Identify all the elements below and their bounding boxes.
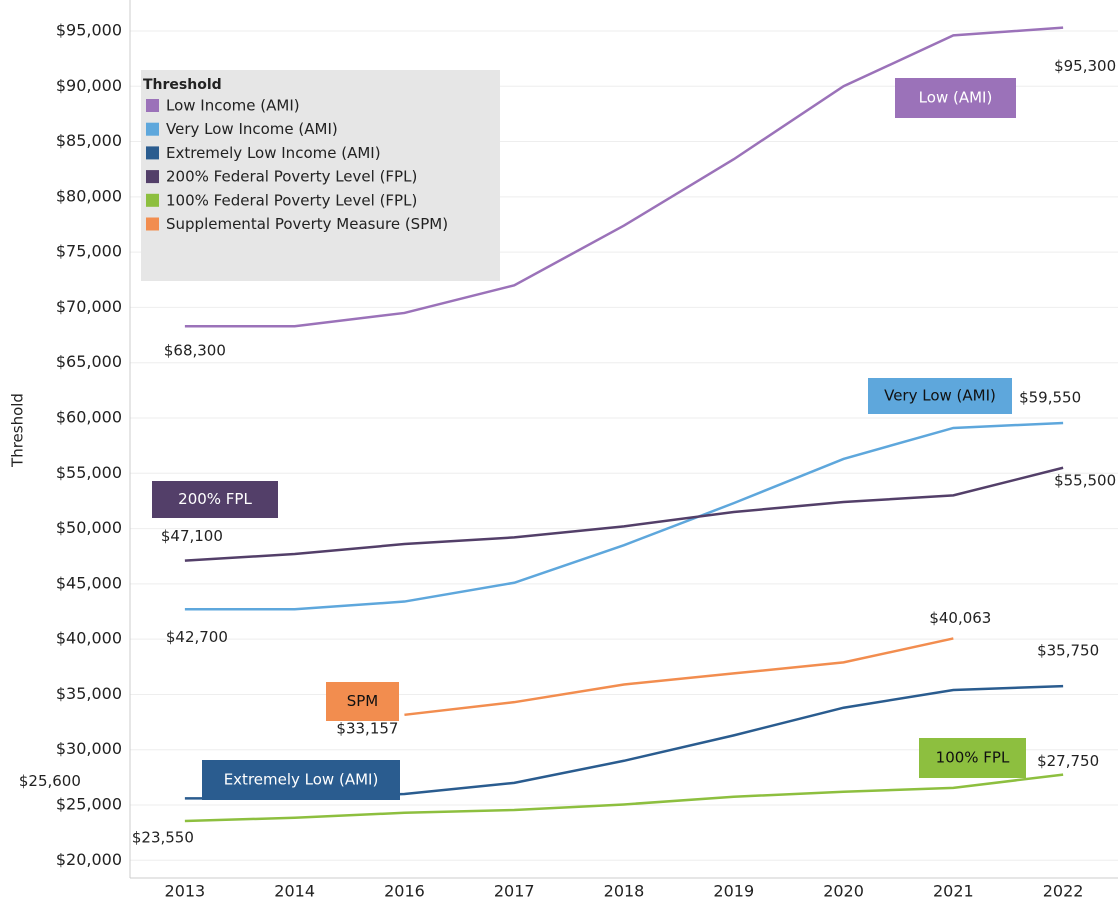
y-tick-label: $20,000 bbox=[56, 850, 122, 869]
x-tick-label: 2018 bbox=[604, 882, 645, 900]
y-tick-label: $75,000 bbox=[56, 242, 122, 261]
legend-swatch bbox=[146, 99, 159, 112]
legend-title: Threshold bbox=[143, 77, 222, 93]
legend-box bbox=[141, 70, 500, 281]
legend-label: Extremely Low Income (AMI) bbox=[166, 144, 381, 162]
tag-box bbox=[868, 378, 1012, 414]
y-tick-label: $50,000 bbox=[56, 518, 122, 537]
y-tick-label: $55,000 bbox=[56, 463, 122, 482]
series-line bbox=[184, 466, 1064, 562]
y-tick-label: $35,000 bbox=[56, 684, 122, 703]
y-tick-label: $60,000 bbox=[56, 407, 122, 426]
legend-label: Supplemental Poverty Measure (SPM) bbox=[166, 215, 448, 233]
y-tick-label: $45,000 bbox=[56, 573, 122, 592]
y-tick-label: $80,000 bbox=[56, 186, 122, 205]
y-axis-label: Threshold bbox=[9, 393, 27, 468]
legend-swatch bbox=[146, 146, 159, 160]
y-tick-label: $85,000 bbox=[56, 131, 122, 150]
data-label: $59,550 bbox=[1019, 388, 1081, 406]
x-tick-label: 2020 bbox=[823, 882, 864, 900]
legend-label: 200% Federal Poverty Level (FPL) bbox=[166, 168, 417, 186]
tag-label: SPM bbox=[347, 692, 379, 710]
y-tick-label: $95,000 bbox=[56, 20, 122, 39]
x-tick-label: 2016 bbox=[384, 882, 425, 900]
y-tick-label: $25,000 bbox=[56, 795, 122, 814]
data-label: $42,700 bbox=[166, 628, 228, 646]
legend-label: 100% Federal Poverty Level (FPL) bbox=[166, 191, 417, 209]
legend-swatch bbox=[146, 193, 159, 207]
data-label: $95,300 bbox=[1054, 57, 1116, 75]
data-label: $23,550 bbox=[132, 829, 194, 847]
tag-box bbox=[202, 760, 400, 800]
tag-label: Very Low (AMI) bbox=[884, 387, 996, 405]
y-tick-label: $70,000 bbox=[56, 297, 122, 316]
tag-label: Extremely Low (AMI) bbox=[224, 771, 379, 789]
data-label: $68,300 bbox=[164, 342, 226, 360]
legend-label: Low Income (AMI) bbox=[166, 97, 300, 115]
tag-label: 100% FPL bbox=[936, 749, 1010, 767]
series-line bbox=[184, 26, 1064, 328]
x-tick-label: 2014 bbox=[274, 882, 315, 900]
data-label: $35,750 bbox=[1037, 642, 1099, 660]
y-tick-label: $40,000 bbox=[56, 629, 122, 648]
tag-box bbox=[895, 78, 1016, 118]
x-tick-label: 2021 bbox=[933, 882, 974, 900]
tag-box bbox=[152, 481, 278, 518]
y-tick-label: $90,000 bbox=[56, 76, 122, 95]
series-line bbox=[184, 421, 1064, 611]
series-line bbox=[404, 637, 954, 717]
data-label: $47,100 bbox=[161, 527, 223, 545]
x-tick-label: 2019 bbox=[713, 882, 754, 900]
x-tick-label: 2013 bbox=[165, 882, 206, 900]
legend-swatch bbox=[146, 170, 159, 184]
data-label: $27,750 bbox=[1037, 752, 1099, 770]
data-label: $55,500 bbox=[1054, 471, 1116, 489]
tag-box bbox=[326, 682, 399, 721]
legend-label: Very Low Income (AMI) bbox=[166, 120, 338, 138]
tag-label: 200% FPL bbox=[178, 490, 252, 508]
data-label: $40,063 bbox=[929, 609, 991, 627]
x-tick-label: 2022 bbox=[1043, 882, 1084, 900]
y-tick-label: $65,000 bbox=[56, 352, 122, 371]
data-label: $25,600 bbox=[19, 772, 81, 790]
tag-box bbox=[919, 738, 1026, 778]
x-tick-label: 2017 bbox=[494, 882, 535, 900]
series-line bbox=[184, 773, 1064, 823]
tag-label: Low (AMI) bbox=[919, 89, 993, 107]
legend-swatch bbox=[146, 217, 159, 231]
legend-swatch bbox=[146, 122, 159, 136]
data-label: $33,157 bbox=[336, 719, 398, 737]
y-tick-label: $30,000 bbox=[56, 739, 122, 758]
